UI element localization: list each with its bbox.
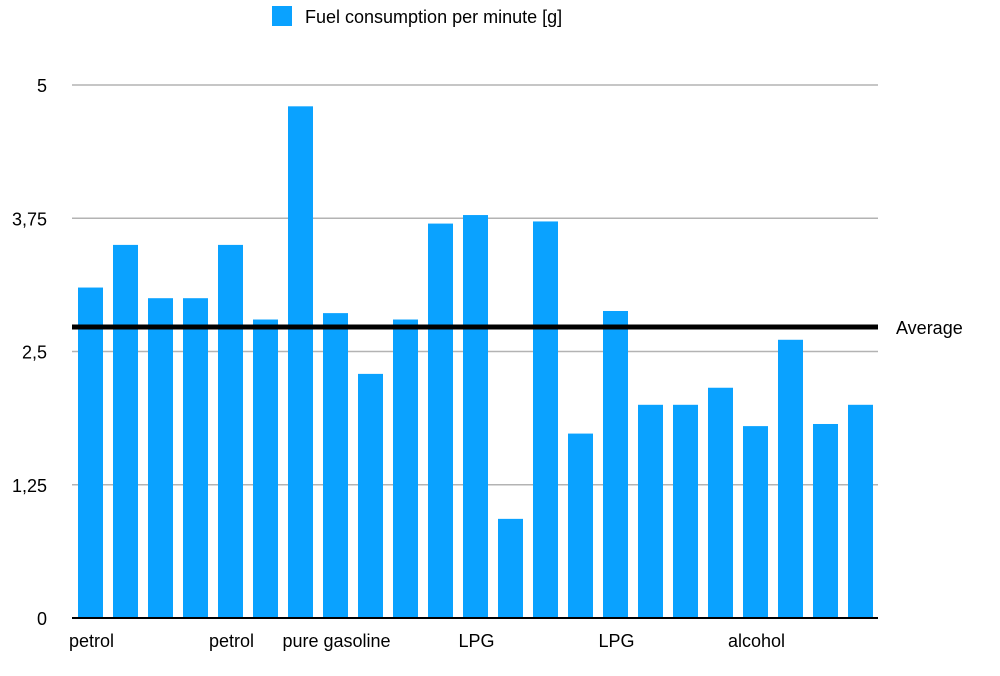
bar (498, 518, 523, 618)
bar (673, 404, 698, 618)
bar (568, 433, 593, 618)
bar (358, 373, 383, 618)
average-label: Average (896, 318, 963, 338)
bar (603, 310, 628, 618)
x-tick-label: petrol (69, 631, 114, 651)
legend-swatch (272, 6, 292, 26)
average-line-group: Average (72, 318, 963, 338)
bar (253, 319, 278, 618)
x-tick-label: pure gasoline (282, 631, 390, 651)
bar (393, 319, 418, 618)
bar (813, 423, 838, 618)
y-tick-label: 1,25 (12, 476, 47, 496)
bar (113, 244, 138, 618)
x-tick-label: alcohol (728, 631, 785, 651)
legend: Fuel consumption per minute [g] (272, 6, 562, 27)
bar (463, 215, 488, 618)
bar (218, 244, 243, 618)
x-axis-ticks: petrol petrol pure gasoline LPG LPG alcohol (69, 631, 785, 651)
bar (323, 313, 348, 618)
y-tick-label: 5 (37, 76, 47, 96)
y-tick-label: 0 (37, 609, 47, 629)
bars (78, 106, 873, 618)
bar (78, 287, 103, 618)
bar (848, 404, 873, 618)
bar (708, 387, 733, 618)
bar (778, 339, 803, 618)
y-tick-label: 2,5 (22, 343, 47, 363)
bar (428, 223, 453, 618)
legend-label: Fuel consumption per minute [g] (305, 7, 562, 27)
bar (288, 106, 313, 618)
x-tick-label: petrol (209, 631, 254, 651)
bar (743, 426, 768, 618)
bar (183, 298, 208, 618)
x-tick-label: LPG (598, 631, 634, 651)
y-tick-label: 3,75 (12, 209, 47, 229)
bar (533, 221, 558, 618)
x-tick-label: LPG (458, 631, 494, 651)
y-axis-ticks: 0 1,25 2,5 3,75 5 (12, 76, 47, 629)
bar (638, 404, 663, 618)
bar (148, 298, 173, 618)
